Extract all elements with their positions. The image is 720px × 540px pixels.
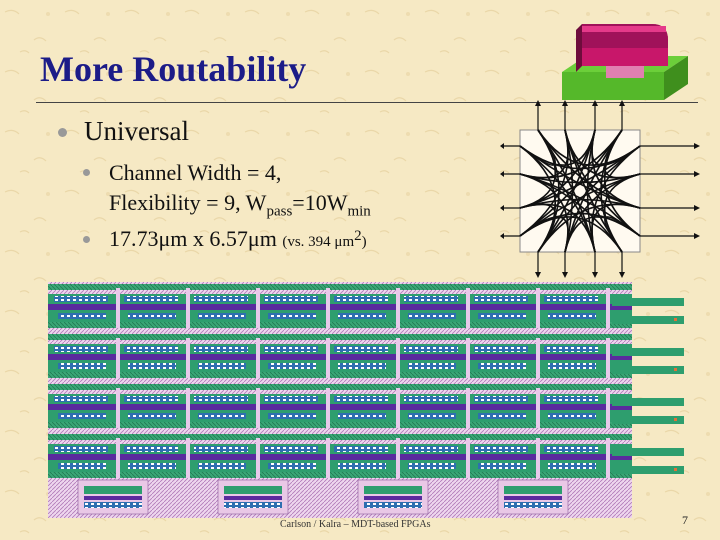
flexibility-text: Flexibility = 9, Wpass=10Wmin	[109, 190, 371, 220]
chip-layout-image	[48, 282, 684, 518]
bullet-dot	[58, 128, 67, 137]
channel-width-text: Channel Width = 4,	[109, 160, 282, 185]
bullet-universal: Universal	[84, 116, 189, 146]
bullet-dot	[83, 236, 90, 243]
bullet-dot	[83, 169, 90, 176]
area-text: 17.73μm x 6.57μm (vs. 394 μm2)	[109, 226, 367, 251]
transistor-3d-icon	[562, 24, 688, 100]
switch-box-diagram	[500, 100, 700, 278]
title-divider	[36, 102, 698, 103]
slide-title: More Routability	[40, 49, 307, 89]
slide-footer: Carlson / Kalra – MDT-based FPGAs	[280, 519, 431, 530]
page-number: 7	[682, 513, 688, 527]
